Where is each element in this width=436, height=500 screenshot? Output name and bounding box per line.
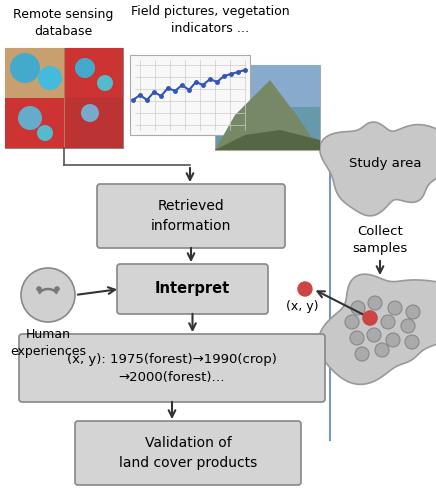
Circle shape <box>388 301 402 315</box>
FancyBboxPatch shape <box>5 48 123 148</box>
Circle shape <box>405 335 419 349</box>
Circle shape <box>345 315 359 329</box>
Polygon shape <box>320 122 436 216</box>
Circle shape <box>351 301 365 315</box>
Circle shape <box>375 343 389 357</box>
Circle shape <box>36 286 42 292</box>
Text: Study area: Study area <box>349 156 421 170</box>
Polygon shape <box>65 48 123 98</box>
Circle shape <box>97 75 113 91</box>
Text: Interpret: Interpret <box>155 282 230 296</box>
FancyBboxPatch shape <box>97 184 285 248</box>
Polygon shape <box>318 274 436 384</box>
Text: Validation of
land cover products: Validation of land cover products <box>119 436 257 470</box>
Circle shape <box>355 347 369 361</box>
Text: Human
experiences: Human experiences <box>10 328 86 358</box>
FancyBboxPatch shape <box>130 55 250 135</box>
Circle shape <box>38 66 62 90</box>
Circle shape <box>381 315 395 329</box>
Text: Remote sensing
database: Remote sensing database <box>13 8 113 38</box>
Circle shape <box>54 286 60 292</box>
Circle shape <box>10 53 40 83</box>
Circle shape <box>406 305 420 319</box>
Circle shape <box>401 319 415 333</box>
FancyBboxPatch shape <box>215 65 320 150</box>
Circle shape <box>81 104 99 122</box>
Polygon shape <box>215 80 320 150</box>
Circle shape <box>363 311 377 325</box>
Circle shape <box>37 125 53 141</box>
FancyBboxPatch shape <box>19 334 325 402</box>
FancyBboxPatch shape <box>75 421 301 485</box>
Text: Retrieved
information: Retrieved information <box>151 199 231 233</box>
Polygon shape <box>65 98 123 148</box>
Circle shape <box>18 106 42 130</box>
Text: (x, y): (x, y) <box>286 300 318 313</box>
Circle shape <box>386 333 400 347</box>
Polygon shape <box>215 130 320 150</box>
Text: Collect
samples: Collect samples <box>352 225 408 255</box>
Circle shape <box>368 296 382 310</box>
Circle shape <box>367 328 381 342</box>
FancyBboxPatch shape <box>215 65 320 107</box>
Text: Field pictures, vegetation
indicators …: Field pictures, vegetation indicators … <box>131 5 290 35</box>
Text: (x, y): 1975(forest)→1990(crop)
→2000(forest)…: (x, y): 1975(forest)→1990(crop) →2000(fo… <box>67 352 277 384</box>
Circle shape <box>75 58 95 78</box>
Polygon shape <box>5 98 64 148</box>
Circle shape <box>350 331 364 345</box>
Circle shape <box>298 282 312 296</box>
Circle shape <box>363 311 377 325</box>
Polygon shape <box>5 48 64 98</box>
FancyBboxPatch shape <box>117 264 268 314</box>
Circle shape <box>21 268 75 322</box>
